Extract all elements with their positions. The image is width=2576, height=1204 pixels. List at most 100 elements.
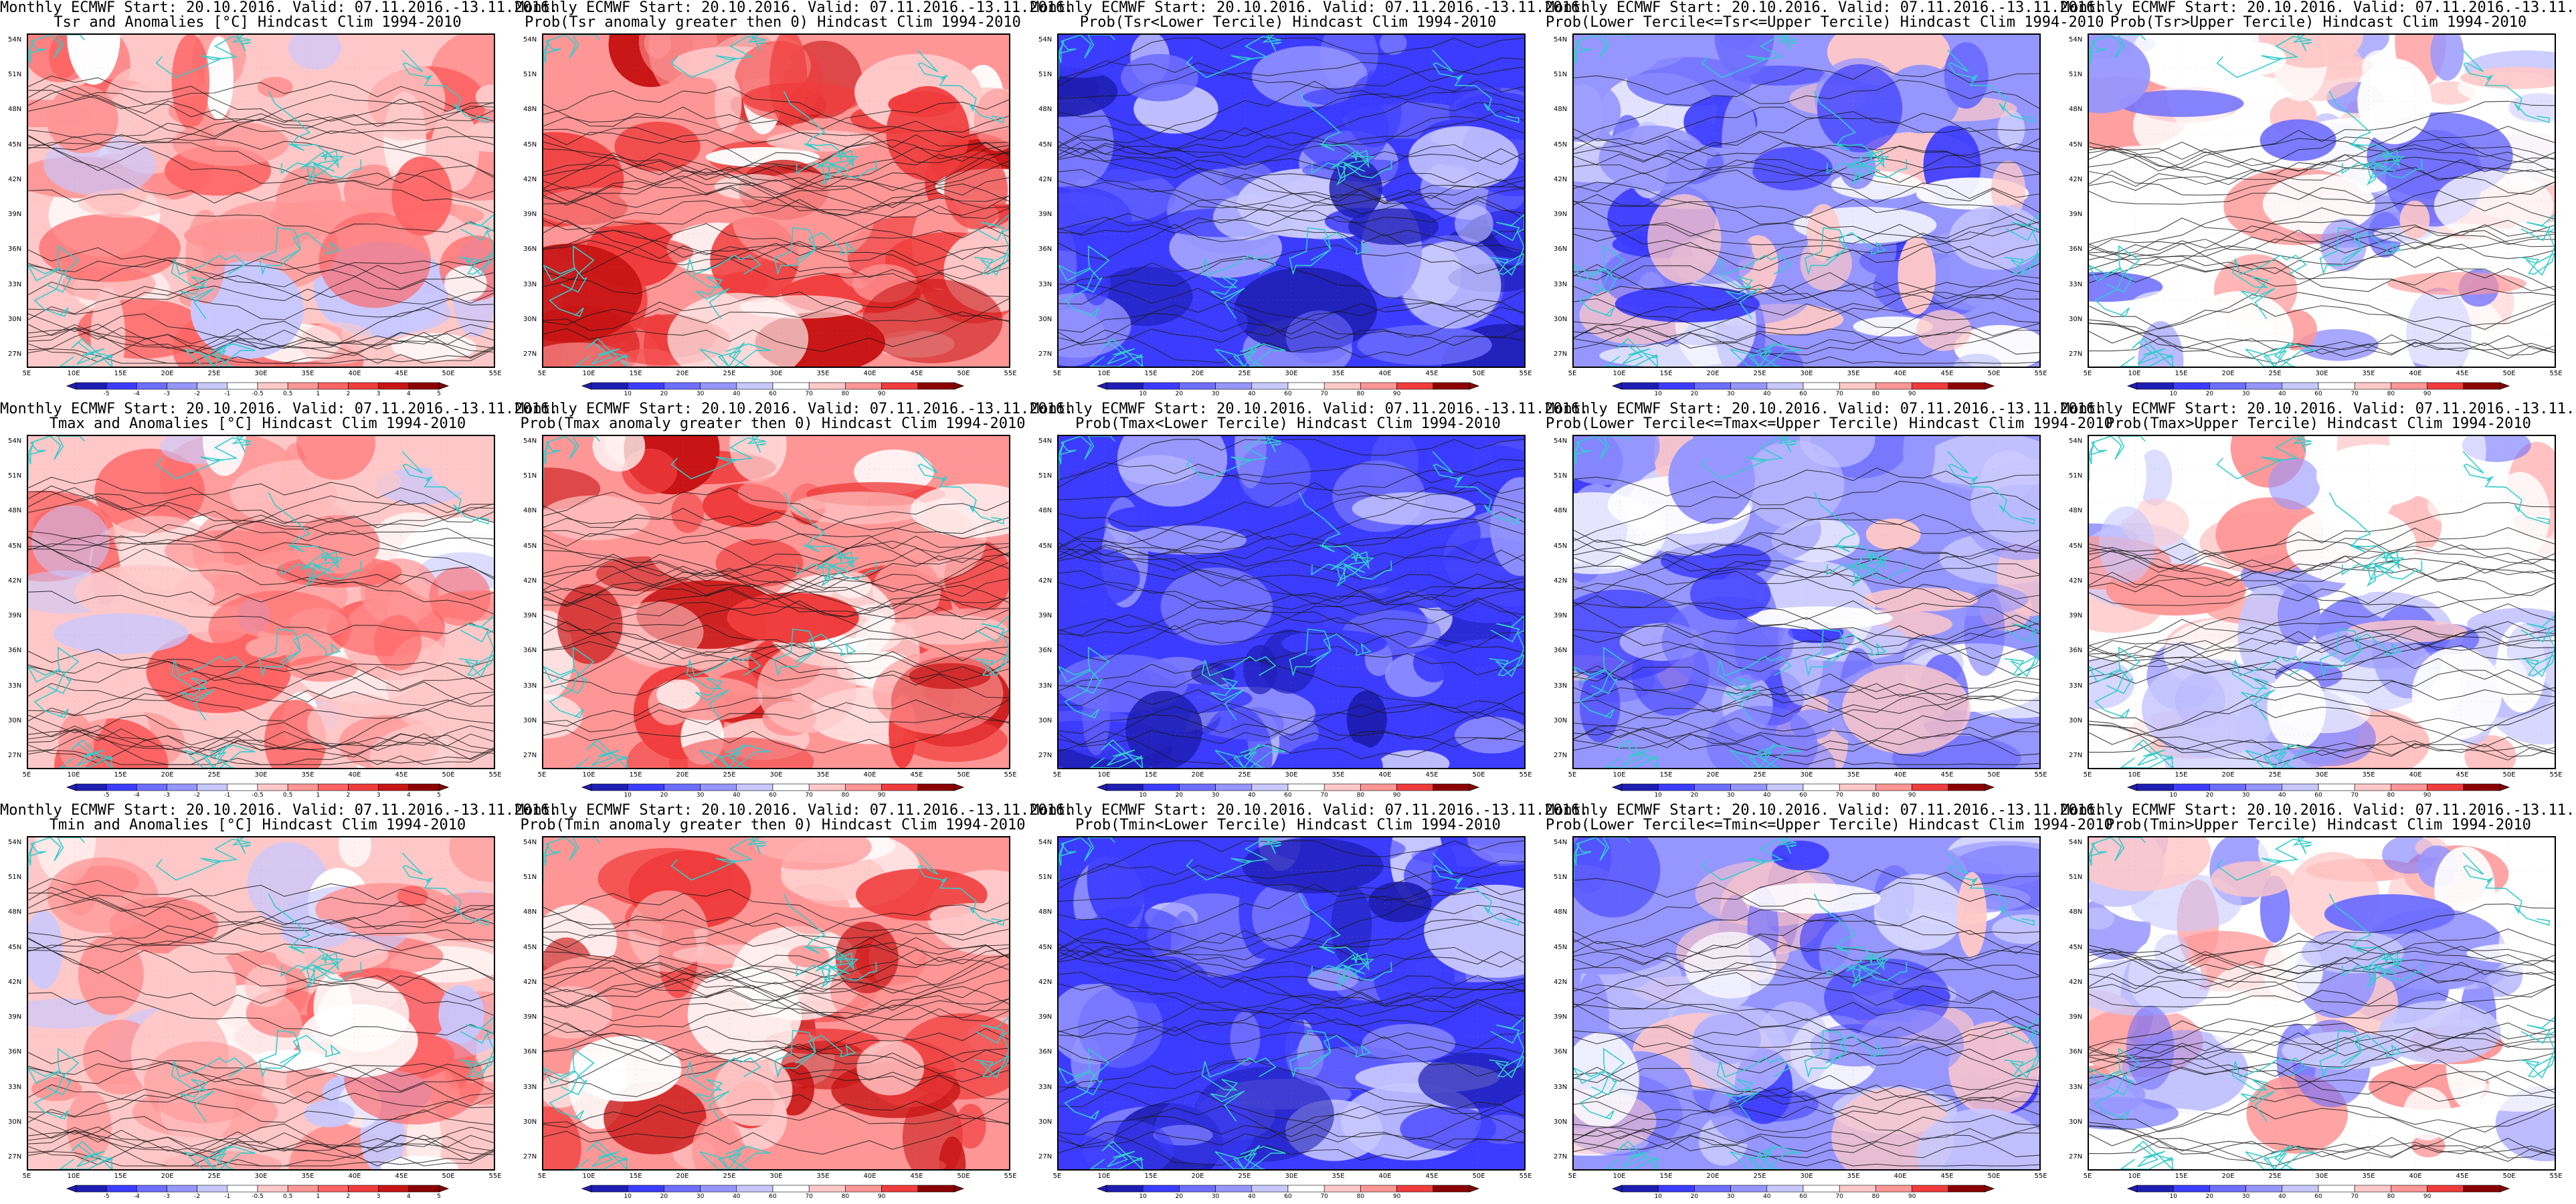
longitude-label: 10E [1097, 771, 1111, 779]
color-scale-bar [1096, 783, 1480, 791]
color-scale-tick: -2 [194, 792, 201, 799]
longitude-label: 15E [2175, 370, 2188, 377]
color-scale-tick: 70 [2351, 391, 2359, 397]
latitude-label: 39N [1554, 1013, 1568, 1021]
latitude-label: 33N [2069, 1083, 2083, 1091]
latitude-label: 36N [8, 245, 22, 254]
longitude-label: 5E [22, 370, 31, 377]
color-scale-tick: 3 [376, 391, 381, 397]
latitude-label: 30N [1554, 1118, 1568, 1126]
map-panel: Monthly ECMWF Start: 20.10.2016. Valid: … [0, 0, 559, 401]
latitude-label: 45N [8, 943, 22, 951]
map-panel: Monthly ECMWF Start: 20.10.2016. Valid: … [515, 401, 1073, 803]
color-scale-tick: 60 [769, 391, 777, 397]
latitude-label: 39N [1038, 612, 1052, 620]
longitude-label: 5E [2083, 771, 2092, 779]
longitude-label: 25E [1753, 1173, 1766, 1180]
longitude-label: 25E [2268, 771, 2282, 779]
latitude-label: 54N [2069, 36, 2083, 43]
latitude-label: 54N [523, 839, 537, 846]
latitude-label: 30N [1038, 716, 1052, 724]
map-panel: Monthly ECMWF Start: 20.10.2016. Valid: … [1030, 0, 1588, 401]
longitude-label: 25E [1238, 771, 1251, 779]
panel-subtitle: Prob(Tmin>Upper Tercile) Hindcast Clim 1… [2106, 817, 2531, 833]
map-panel: Monthly ECMWF Start: 20.10.2016. Valid: … [1030, 802, 1589, 1204]
longitude-label: 35E [2362, 771, 2375, 779]
latitude-label: 39N [2069, 211, 2083, 219]
longitude-label: 5E [1052, 1173, 1062, 1180]
panel-title: Monthly ECMWF Start: 20.10.2016. Valid: … [2061, 802, 2576, 819]
panel-title: Monthly ECMWF Start: 20.10.2016. Valid: … [1546, 0, 2104, 16]
latitude-label: 54N [8, 36, 22, 43]
color-scale-tick: -2 [194, 391, 201, 397]
color-scale-tick: -5 [103, 1193, 110, 1200]
color-scale-tick: 40 [1763, 792, 1771, 799]
latitude-label: 33N [2069, 280, 2083, 288]
longitude-label: 5E [1052, 370, 1062, 377]
longitude-label: 10E [67, 370, 80, 377]
longitude-label: 30E [1800, 1173, 1813, 1180]
latitude-label: 39N [2069, 612, 2083, 620]
longitude-label: 15E [1659, 370, 1673, 377]
longitude-label: 50E [1472, 771, 1485, 779]
color-scale-ticks: 10 20 30 40 60 70 80 90 [2128, 792, 2509, 801]
latitude-label: 51N [1038, 71, 1052, 79]
panel-subtitle: Prob(Lower Tercile<=Tmax<=Upper Tercile)… [1546, 415, 2113, 432]
map-panel: Monthly ECMWF Start: 20.10.2016. Valid: … [515, 0, 1073, 401]
longitude-label: 10E [1097, 370, 1111, 377]
panel-subtitle: Prob(Tsr anomaly greater then 0) Hindcas… [525, 14, 1021, 31]
color-scale-tick: -5 [103, 391, 110, 397]
longitude-label: 15E [114, 1173, 127, 1180]
panel-subtitle: Tsr and Anomalies [°C] Hindcast Clim 199… [54, 14, 462, 31]
color-scale-tick: 40 [1763, 391, 1771, 397]
color-scale-tick: 90 [1392, 391, 1401, 397]
map-field [543, 436, 1009, 768]
longitude-label: 35E [1331, 771, 1345, 779]
color-scale-tick: 60 [1284, 391, 1292, 397]
latitude-label: 33N [2069, 682, 2083, 690]
latitude-label: 30N [8, 315, 22, 323]
longitude-label: 40E [2409, 370, 2422, 377]
map-field [1059, 436, 1524, 768]
color-scale-tick: 40 [733, 1193, 741, 1200]
longitude-label: 55E [2034, 370, 2047, 377]
color-scale-tick: 20 [1175, 792, 1184, 799]
longitude-label: 55E [1004, 771, 1017, 779]
panel-subtitle: Prob(Tmax anomaly greater then 0) Hindca… [520, 415, 1026, 432]
longitude-label: 45E [910, 370, 923, 377]
latitude-label: 48N [1038, 908, 1052, 916]
longitude-label: 50E [442, 771, 455, 779]
latitude-label: 51N [2069, 472, 2083, 480]
panel-title: Monthly ECMWF Start: 20.10.2016. Valid: … [515, 802, 1074, 819]
panel-title: Monthly ECMWF Start: 20.10.2016. Valid: … [1030, 802, 1589, 819]
map-panel: Monthly ECMWF Start: 20.10.2016. Valid: … [0, 401, 558, 803]
map-panel: Monthly ECMWF Start: 20.10.2016. Valid: … [1546, 401, 2113, 803]
latitude-label: 39N [2069, 1013, 2083, 1021]
color-scale-tick: -5 [103, 792, 110, 799]
latitude-label: 51N [8, 71, 22, 79]
map-field [28, 837, 494, 1169]
longitude-label: 25E [207, 1173, 221, 1180]
longitude-label: 45E [395, 1173, 408, 1180]
latitude-label: 39N [1554, 612, 1568, 620]
longitude-label: 30E [2315, 1173, 2328, 1180]
longitude-label: 40E [2409, 771, 2422, 779]
color-scale-tick: 70 [2351, 1193, 2359, 1200]
color-scale-tick: 30 [696, 792, 705, 799]
color-scale-tick: 5 [437, 1193, 441, 1200]
color-scale-tick: 10 [2169, 1193, 2177, 1200]
panel-title: Monthly ECMWF Start: 20.10.2016. Valid: … [0, 0, 559, 16]
longitude-label: 35E [301, 370, 314, 377]
longitude-label: 25E [723, 771, 736, 779]
color-scale-tick: 70 [1835, 391, 1843, 397]
longitude-label: 55E [2034, 771, 2047, 779]
longitude-label: 15E [1144, 370, 1158, 377]
latitude-label: 54N [1554, 36, 1568, 43]
longitude-label: 35E [1331, 1173, 1345, 1180]
longitude-label: 25E [1238, 1173, 1251, 1180]
longitude-label: 50E [1472, 1173, 1485, 1180]
color-scale-tick: 40 [1763, 1193, 1771, 1200]
color-scale-ticks: 10 20 30 40 60 70 80 90 [2128, 1193, 2509, 1203]
longitude-label: 40E [348, 370, 361, 377]
longitude-label: 30E [1800, 771, 1813, 779]
